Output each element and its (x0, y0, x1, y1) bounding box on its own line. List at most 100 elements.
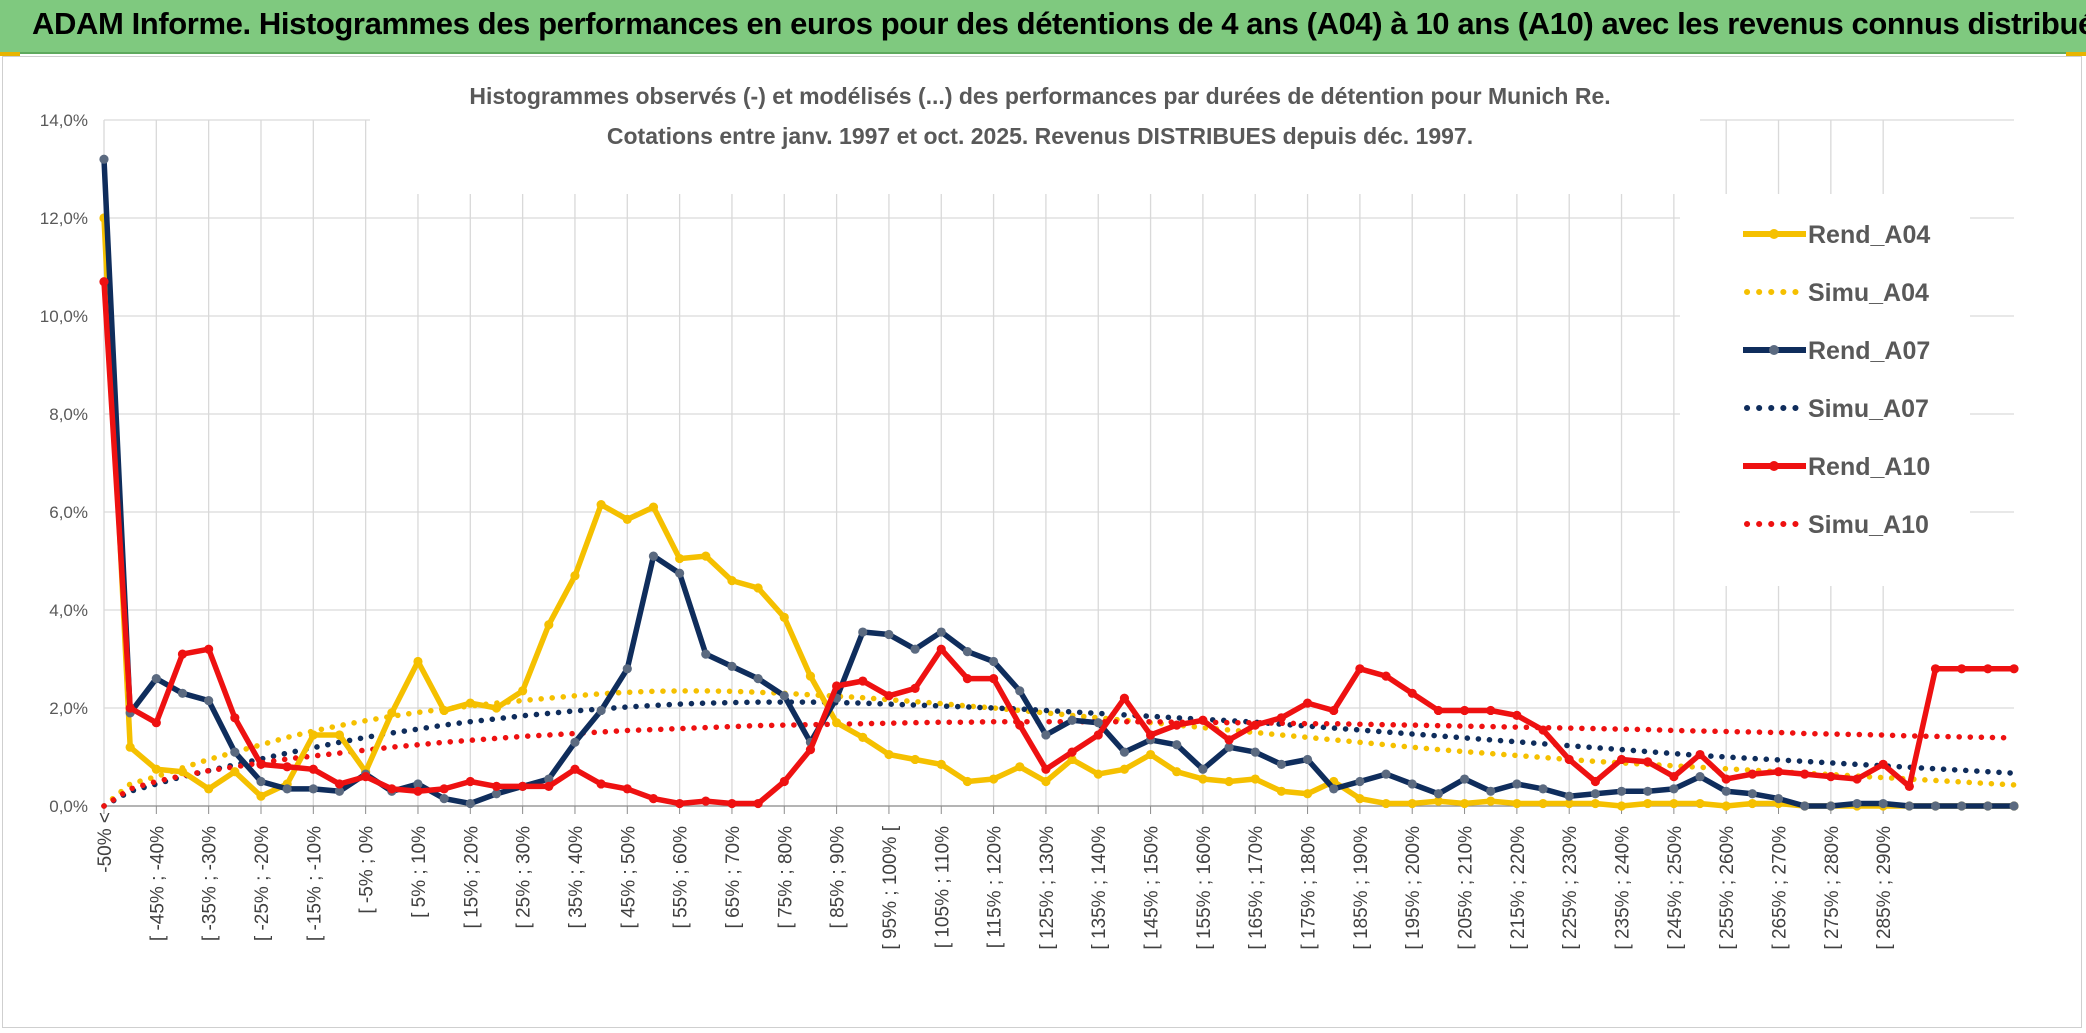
data-point (1695, 772, 1705, 782)
data-point (1773, 767, 1784, 777)
x-tick-label: [ -5% ; 0% (357, 826, 378, 914)
histogram-chart: 0,0% 2,0% 4,0% 6,0% 8,0% 10,0% 12,0% 14,0% -50%… (40, 78, 2019, 950)
data-point (936, 627, 946, 637)
y-tick-label: 10,0% (40, 307, 88, 326)
data-point (1564, 754, 1574, 765)
data-point (936, 759, 946, 769)
series-line (101, 688, 2017, 809)
data-point (1381, 671, 1391, 681)
data-point (1957, 801, 1967, 811)
data-point (1433, 705, 1443, 716)
x-tick-label: [ 95% ; 100% [ (880, 825, 901, 949)
data-point (439, 705, 449, 716)
data-point (491, 781, 502, 792)
x-tick-label: [ 165% ; 170% (1246, 826, 1267, 950)
data-point (570, 571, 580, 581)
data-point (177, 649, 188, 659)
data-point (753, 583, 763, 593)
data-point (805, 745, 816, 755)
data-point (1067, 754, 1077, 765)
legend-item-Simu_A07: Simu_A07 (1744, 395, 1929, 423)
data-point (308, 764, 318, 774)
x-tick-label: [ 215% ; 220% (1508, 826, 1529, 950)
data-point (779, 776, 789, 787)
series-Rend_A10 (99, 277, 2019, 809)
data-point (858, 627, 868, 637)
data-point (282, 784, 292, 794)
y-tick-label: 12,0% (40, 209, 88, 228)
data-point (1512, 779, 1522, 789)
data-point (701, 551, 711, 561)
data-point (596, 705, 606, 716)
x-tick-label: [ 15% ; 20% (461, 826, 482, 929)
data-point (648, 794, 659, 804)
data-point (1590, 789, 1600, 799)
x-tick-label: [ 195% ; 200% (1403, 826, 1424, 950)
data-point (884, 691, 894, 701)
x-tick-label: [ 55% ; 60% (671, 826, 692, 929)
data-point (1015, 762, 1025, 772)
data-point (884, 629, 894, 640)
data-point (1669, 784, 1679, 794)
data-point (1224, 776, 1234, 787)
data-point (1355, 794, 1365, 804)
data-point (910, 754, 920, 765)
data-point (1486, 786, 1496, 796)
data-point (1459, 705, 1470, 716)
data-point (1669, 772, 1679, 782)
data-point (753, 674, 763, 684)
data-point (988, 674, 999, 684)
x-tick-label: [ 235% ; 240% (1613, 826, 1634, 950)
data-point (988, 656, 999, 667)
data-point (177, 688, 188, 698)
series-Simu_A04 (101, 688, 2017, 809)
data-point (1616, 754, 1627, 765)
legend-item-Rend_A10: Rend_A10 (1743, 453, 1930, 481)
data-point (204, 644, 214, 654)
data-point (1276, 759, 1286, 769)
data-point (727, 661, 737, 671)
data-point (832, 681, 842, 691)
data-point (334, 786, 345, 796)
data-point (1904, 801, 1914, 811)
data-point (805, 671, 816, 681)
corner-accent-right (2066, 52, 2086, 56)
legend: Rend_A04 Simu_A04 Rend_A07 Simu_A07 Rend_A10… (1680, 194, 1970, 586)
y-tick-label: 4,0% (49, 601, 88, 620)
data-point (1721, 801, 1731, 811)
x-tick-label: [ 115% ; 120% (985, 826, 1006, 948)
x-tick-label: [ 245% ; 250% (1665, 826, 1686, 950)
data-point (1172, 720, 1182, 730)
data-point (1355, 664, 1365, 674)
data-point (1224, 742, 1234, 752)
data-point (1643, 798, 1653, 809)
x-tick-label: [ 255% ; 260% (1717, 826, 1738, 950)
data-point (1747, 789, 1757, 799)
data-point (701, 796, 711, 806)
data-point (1407, 779, 1417, 789)
data-point (439, 794, 449, 804)
data-point (1276, 713, 1286, 723)
data-point (1930, 801, 1941, 811)
data-point (962, 647, 973, 657)
data-point (988, 774, 999, 784)
data-point (439, 784, 449, 794)
x-tick-label: [ 125% ; 130% (1037, 826, 1058, 950)
data-point (1329, 784, 1339, 794)
data-point (1433, 796, 1443, 806)
chart-title-backdrop (370, 78, 1700, 194)
data-point (1093, 718, 1103, 728)
legend-marker (1769, 461, 1779, 471)
data-point (544, 620, 554, 630)
x-tick-label: [ -45% ; -40% (147, 826, 168, 941)
data-point (1826, 772, 1836, 782)
data-point (230, 767, 240, 777)
data-point (962, 776, 973, 787)
data-point (1721, 786, 1731, 796)
data-point (465, 798, 475, 809)
data-point (910, 644, 920, 654)
data-point (2009, 801, 2019, 811)
data-point (151, 764, 161, 774)
data-point (125, 742, 135, 752)
series-lines (99, 154, 2019, 811)
